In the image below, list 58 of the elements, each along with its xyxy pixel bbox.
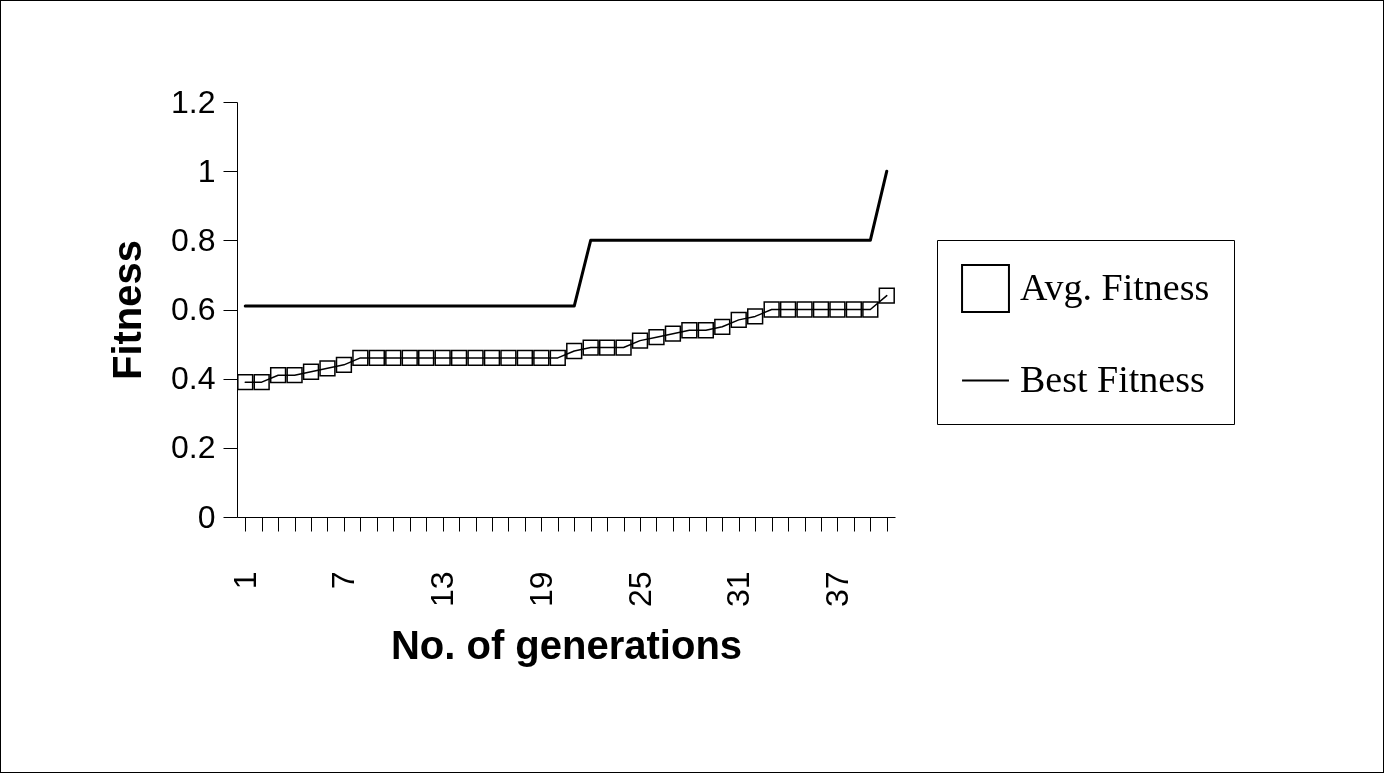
point (730, 311, 747, 329)
point (582, 339, 599, 356)
y-tick-label: 0.4 (171, 360, 216, 397)
point (269, 367, 287, 384)
point (549, 349, 566, 367)
y-tick-label: 1.2 (171, 83, 216, 120)
point (352, 349, 369, 367)
point (401, 349, 418, 367)
point (533, 349, 550, 367)
point (483, 349, 501, 367)
point (467, 349, 484, 367)
point (253, 373, 270, 391)
point (615, 339, 632, 356)
point (664, 325, 682, 342)
point (681, 322, 698, 339)
point (319, 360, 336, 377)
point (302, 363, 320, 380)
point (237, 373, 254, 391)
point (648, 329, 665, 346)
point (845, 301, 863, 318)
x-tick-label: 31 (720, 571, 757, 608)
legend-label: Best Fitness (1020, 357, 1205, 400)
x-tick-label: 13 (424, 571, 461, 608)
point (450, 349, 468, 367)
point (516, 349, 534, 367)
point (829, 301, 846, 318)
point (368, 349, 385, 367)
point (763, 301, 780, 318)
point (598, 339, 616, 356)
point (796, 301, 813, 318)
point (500, 349, 517, 367)
y-tick-label: 0.8 (171, 221, 216, 258)
legend-label: Avg. Fitness (1020, 265, 1210, 308)
point (747, 308, 764, 325)
y-axis-title: Fitness (105, 239, 150, 381)
point (631, 332, 649, 349)
point (434, 349, 451, 367)
point (714, 318, 731, 335)
point (418, 349, 435, 367)
point (878, 287, 895, 304)
y-tick-label: 0.6 (171, 291, 216, 327)
point (779, 301, 797, 318)
x-tick-label: 19 (522, 571, 559, 608)
x-tick-label: 7 (325, 571, 362, 590)
point (385, 349, 402, 367)
y-tick-label: 0 (197, 498, 216, 535)
x-tick-label: 37 (818, 571, 855, 608)
y-tick-label: 1 (197, 152, 216, 189)
y-tick-label: 0.2 (171, 429, 216, 466)
point (286, 367, 303, 384)
point (335, 356, 353, 373)
x-axis-title: No. of generations (390, 623, 743, 668)
point (862, 301, 879, 318)
point (697, 322, 714, 339)
x-tick-label: 1 (226, 571, 263, 590)
point (566, 342, 583, 360)
x-tick-label: 25 (621, 571, 658, 608)
point (812, 301, 830, 318)
